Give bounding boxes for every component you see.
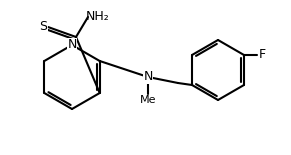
Text: F: F <box>258 49 266 62</box>
Text: NH₂: NH₂ <box>86 9 110 22</box>
Text: N: N <box>143 71 153 84</box>
Text: N: N <box>67 38 77 51</box>
Text: S: S <box>39 20 47 33</box>
Text: Me: Me <box>140 95 156 105</box>
